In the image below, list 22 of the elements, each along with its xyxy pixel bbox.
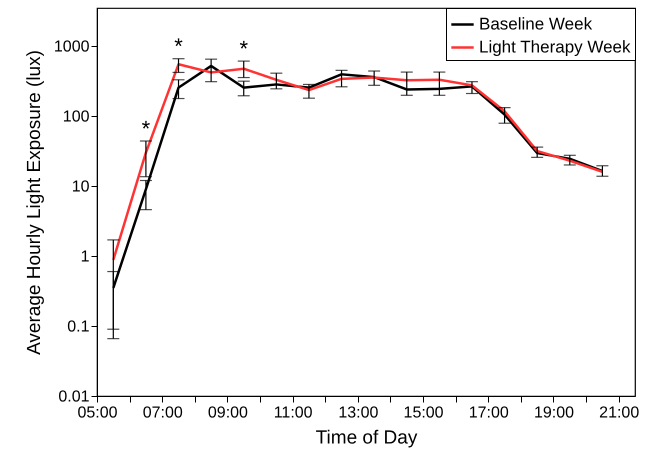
annotation: * xyxy=(174,34,184,59)
y-tick-label: 100 xyxy=(62,108,90,126)
y-tick-label: 1000 xyxy=(54,38,90,56)
x-tick-label: 07:00 xyxy=(142,404,183,422)
x-tick-label: 11:00 xyxy=(274,404,313,422)
x-tick-label: 09:00 xyxy=(208,404,248,422)
x-axis-title: Time of Day xyxy=(316,428,418,448)
x-tick-label: 21:00 xyxy=(599,404,640,422)
x-tick-label: 17:00 xyxy=(468,404,509,422)
annotation: * xyxy=(239,36,248,62)
legend-label: Baseline Week xyxy=(479,14,593,34)
x-tick-label: 13:00 xyxy=(338,404,378,422)
x-tick-label: 15:00 xyxy=(404,404,444,422)
x-tick-label: 19:00 xyxy=(534,404,574,422)
y-axis-title: Average Hourly Light Exposure (lux) xyxy=(24,50,45,355)
y-tick-label: 1 xyxy=(80,248,90,266)
y-tick-label: 0.01 xyxy=(58,388,90,406)
y-tick-label: 0.1 xyxy=(67,318,90,336)
x-tick-label: 05:00 xyxy=(77,404,118,422)
annotation: * xyxy=(142,116,151,142)
legend-label: Light Therapy Week xyxy=(479,38,632,56)
y-tick-label: 10 xyxy=(72,178,90,196)
